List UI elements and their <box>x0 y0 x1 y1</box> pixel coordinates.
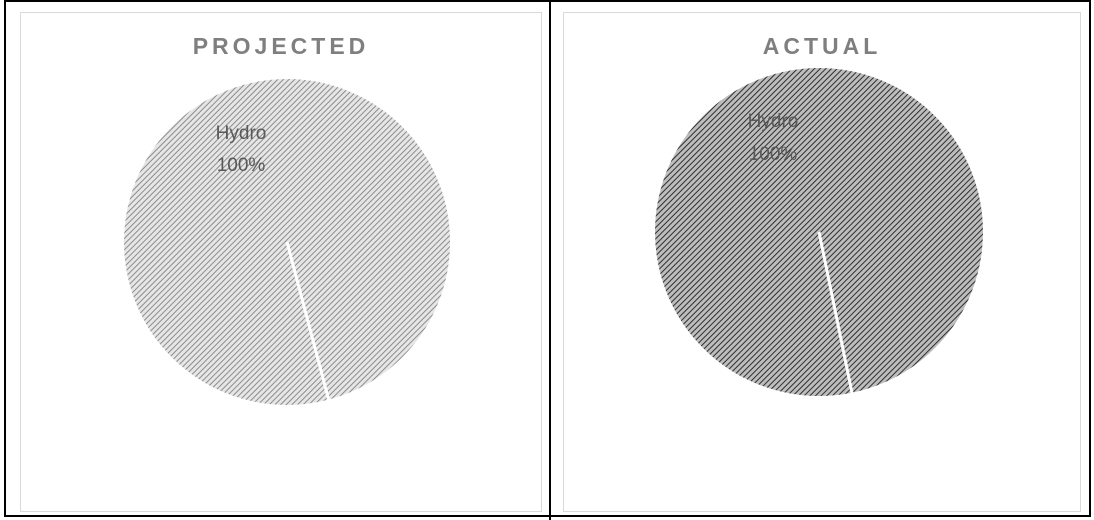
slice-edge <box>817 231 854 394</box>
slice-edge <box>285 241 331 402</box>
chart-title-actual: ACTUAL <box>762 33 882 59</box>
actual-chart: ACTUAL Hydro 100% <box>563 12 1081 512</box>
chart-title-projected: PROJECTED <box>192 33 370 59</box>
cell-divider <box>549 0 551 520</box>
slice-value-hydro: 100% <box>217 155 266 176</box>
slice-label-hydro: Hydro <box>216 123 267 144</box>
slice-label-hydro: Hydro <box>748 111 799 132</box>
slice-value-hydro: 100% <box>749 144 798 165</box>
projected-chart: PROJECTED Hydro 100% <box>20 12 542 512</box>
actual-pie: Hydro 100% <box>653 66 985 398</box>
table-frame <box>4 0 1091 517</box>
projected-pie: Hydro 100% <box>122 77 452 407</box>
